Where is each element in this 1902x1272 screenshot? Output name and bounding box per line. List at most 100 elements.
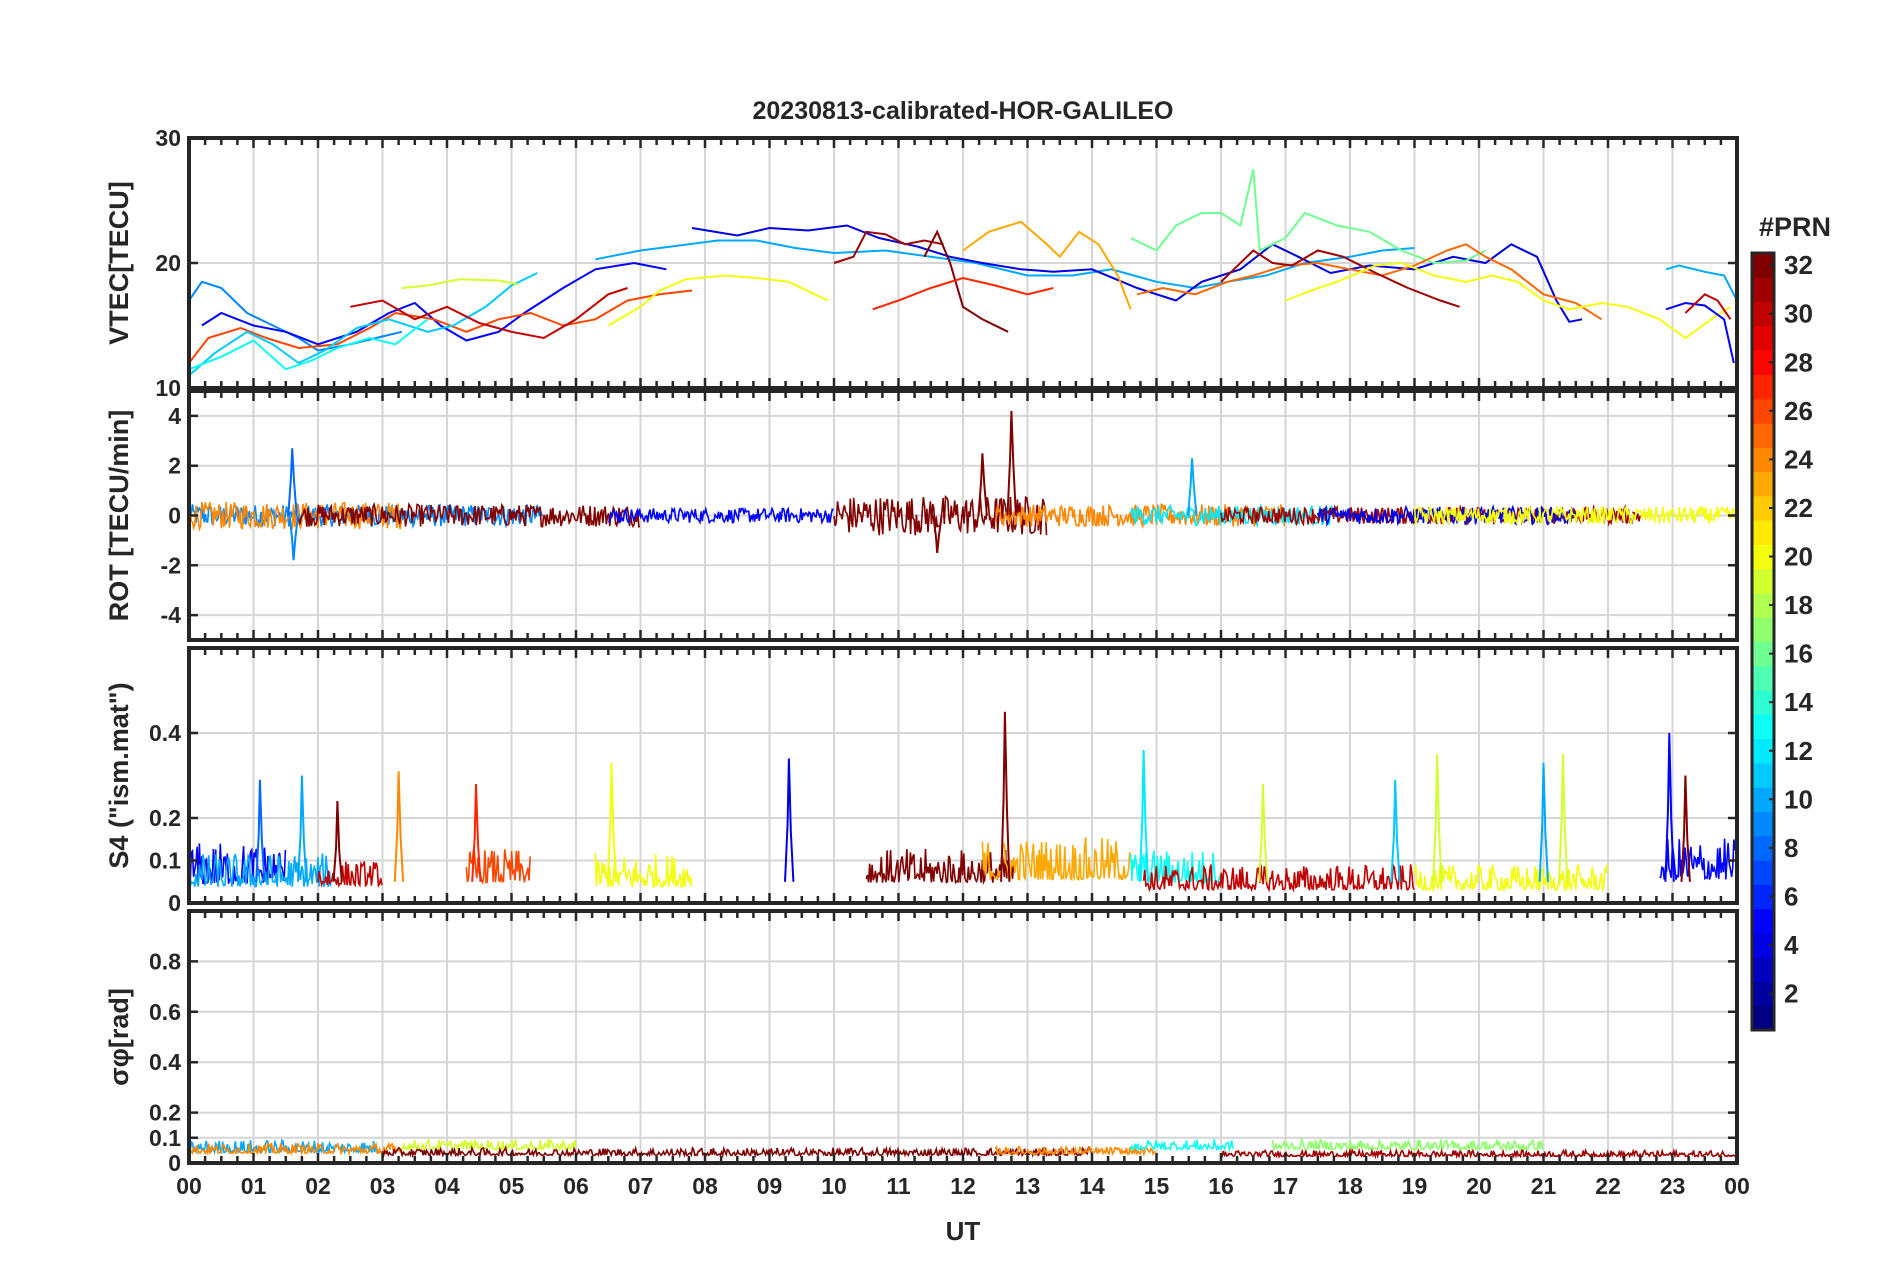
series-line xyxy=(607,274,829,327)
spike-mark xyxy=(1138,749,1150,882)
series-line xyxy=(189,289,693,364)
series-line xyxy=(1130,169,1486,265)
spike-mark xyxy=(255,779,266,882)
x-tick-label: 23 xyxy=(1660,1173,1686,1199)
series-line xyxy=(401,1137,577,1153)
colorbar-segment xyxy=(1752,592,1774,618)
y-axis-label: σφ[rad] xyxy=(104,988,134,1086)
spike-mark xyxy=(1538,762,1549,882)
series-line xyxy=(1413,864,1608,893)
colorbar-segment xyxy=(1752,690,1774,715)
spike-mark xyxy=(471,783,482,882)
panel-data xyxy=(189,410,1737,561)
panel-data xyxy=(189,169,1737,377)
x-tick-label: 07 xyxy=(628,1173,654,1199)
x-tick-label: 12 xyxy=(950,1173,976,1199)
colorbar-segment xyxy=(1752,617,1774,643)
series-line xyxy=(1142,862,1415,893)
series-line xyxy=(981,837,1131,882)
y-tick-label: 0.2 xyxy=(149,805,181,831)
spike-mark xyxy=(288,515,299,561)
y-tick-label: 0 xyxy=(168,890,181,916)
x-axis: 00 01 02 03 04 05 06 07 08 09 10 11 12 13 14 15 16 17 18 19… xyxy=(176,1173,1750,1199)
panel-4: 00.10.2 0.4 0.6 0.8 σφ[rad] xyxy=(104,909,1739,1176)
panel-frame xyxy=(187,909,1739,1165)
panel-frame xyxy=(187,136,1739,390)
spike-mark xyxy=(287,448,298,516)
y-tick-label: 0 xyxy=(168,503,181,529)
x-tick-label: 09 xyxy=(757,1173,783,1199)
y-tick-label: 0.6 xyxy=(149,999,181,1025)
colorbar-segment xyxy=(1752,811,1774,837)
spike-mark xyxy=(1187,458,1198,516)
panel-1: 10 20 30 VTEC[TECU] xyxy=(104,125,1739,401)
colorbar-tick-label: 32 xyxy=(1784,250,1813,280)
spike-mark xyxy=(297,775,308,882)
y-tick-label: 0.1 xyxy=(149,1125,181,1151)
colorbar-segment xyxy=(1752,423,1774,448)
colorbar-segment xyxy=(1752,762,1774,788)
colorbar-tick-label: 2 xyxy=(1784,979,1798,1009)
chart-title: 20230813-calibrated-HOR-GALILEO xyxy=(753,97,1174,125)
colorbar-segment xyxy=(1752,374,1774,400)
x-axis-label: UT xyxy=(946,1216,981,1246)
y-axis-label: VTEC[TECU] xyxy=(104,181,134,345)
colorbar-tick-label: 28 xyxy=(1784,347,1813,377)
colorbar-segment xyxy=(1752,787,1774,813)
spike-mark xyxy=(1258,783,1269,882)
y-tick-label: 0.8 xyxy=(149,948,181,974)
colorbar-segment xyxy=(1752,568,1774,594)
series-line xyxy=(1659,838,1737,881)
series-line xyxy=(595,239,1415,290)
colorbar-segment xyxy=(1752,957,1774,983)
x-tick-label: 19 xyxy=(1402,1173,1428,1199)
series-line xyxy=(1665,301,1735,364)
series-line xyxy=(1220,249,1460,308)
x-tick-label: 14 xyxy=(1079,1173,1105,1199)
series-line xyxy=(833,230,944,264)
colorbar-segment xyxy=(1752,884,1774,910)
x-tick-label: 18 xyxy=(1337,1173,1363,1199)
series-line xyxy=(923,229,1009,333)
panel-data xyxy=(189,711,1737,893)
spike-mark xyxy=(932,515,943,554)
colorbar-segment xyxy=(1752,350,1774,375)
colorbar-tick-label: 6 xyxy=(1784,881,1798,911)
colorbar-tick-label: 12 xyxy=(1784,736,1813,766)
y-tick-label: 20 xyxy=(155,250,181,276)
spike-mark xyxy=(1680,775,1691,882)
series-line xyxy=(608,506,835,525)
panel-data xyxy=(189,1136,1737,1160)
spike-mark xyxy=(784,758,795,882)
x-tick-label: 00 xyxy=(1724,1173,1750,1199)
x-tick-label: 06 xyxy=(563,1173,589,1199)
colorbar-segment xyxy=(1752,253,1774,278)
y-tick-label: 0.4 xyxy=(149,1049,181,1075)
y-tick-label: 4 xyxy=(168,403,181,429)
colorbar-tick-label: 30 xyxy=(1784,299,1813,329)
spike-mark xyxy=(1432,754,1443,882)
series-line xyxy=(1317,503,1577,528)
y-tick-label: 10 xyxy=(155,375,181,401)
spike-mark xyxy=(1006,410,1017,516)
series-line xyxy=(1665,264,1737,301)
colorbar-segment xyxy=(1752,277,1774,303)
series-line xyxy=(189,1141,403,1156)
colorbar-segment xyxy=(1752,665,1774,691)
series-line xyxy=(1684,293,1732,320)
colorbar-segment xyxy=(1752,860,1774,885)
spike-mark xyxy=(1000,711,1011,882)
colorbar-segment xyxy=(1752,301,1774,327)
y-ticks xyxy=(189,414,1737,617)
x-tick-label: 15 xyxy=(1144,1173,1170,1199)
series-line xyxy=(297,501,641,529)
series-line xyxy=(381,1145,1093,1159)
panel-frame xyxy=(187,389,1739,642)
spike-mark xyxy=(393,771,405,882)
spike-mark xyxy=(1390,779,1401,882)
x-tick-label: 13 xyxy=(1015,1173,1041,1199)
x-tick-label: 17 xyxy=(1273,1173,1299,1199)
